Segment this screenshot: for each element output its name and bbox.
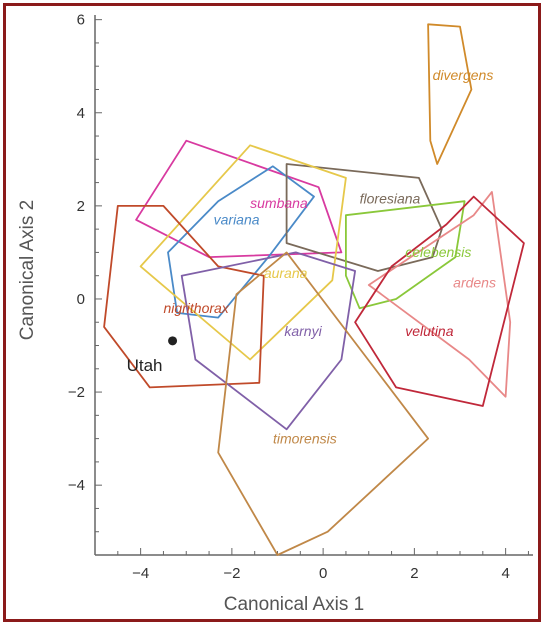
x-tick-label: −4 [132,565,149,582]
y-tick-label: 6 [77,12,85,29]
hull-ardens [367,190,512,398]
hull-aurana [139,144,347,361]
y-tick-label: 0 [77,291,85,308]
hull-sumbana [135,139,343,259]
species-hulls [103,23,525,556]
y-axis-title: Canonical Axis 2 [17,200,38,340]
x-tick-label: 0 [319,565,327,582]
figure-frame [3,3,541,622]
axes: −4 −2 0 2 4 −4 −2 0 2 4 6 [68,12,533,582]
hull-nigrithorax [103,204,265,389]
x-tick-label: −2 [223,565,240,582]
y-tick-label: 2 [77,198,85,215]
label-velutina: velutina [405,323,453,339]
y-tick-label: −4 [68,477,85,494]
y-tick-label: −2 [68,384,85,401]
point-label-utah: Utah [127,356,163,375]
x-tick-label: 4 [501,565,509,582]
hull-karnyi [180,251,357,431]
data-points: Utah [127,336,178,375]
label-sumbana: sumbana [250,195,308,211]
label-ardens: ardens [453,274,496,290]
label-karnyi: karnyi [284,323,322,339]
hull-divergens [427,23,473,165]
label-variana: variana [214,211,260,227]
y-tick-label: 4 [77,105,85,122]
hull-floresiana [285,163,443,272]
hull-timorensis [217,251,430,556]
hull-velutina [354,195,525,407]
point-utah [168,336,178,346]
x-tick-label: 2 [410,565,418,582]
label-aurana: aurana [264,265,308,281]
hull-variana [167,165,315,319]
x-axis-title: Canonical Axis 1 [224,594,364,615]
label-nigrithorax: nigrithorax [163,300,229,316]
label-celebensis: celebensis [405,244,471,260]
label-floresiana: floresiana [360,191,421,207]
label-timorensis: timorensis [273,430,337,446]
label-divergens: divergens [433,67,494,83]
hull-celebensis [344,200,466,310]
